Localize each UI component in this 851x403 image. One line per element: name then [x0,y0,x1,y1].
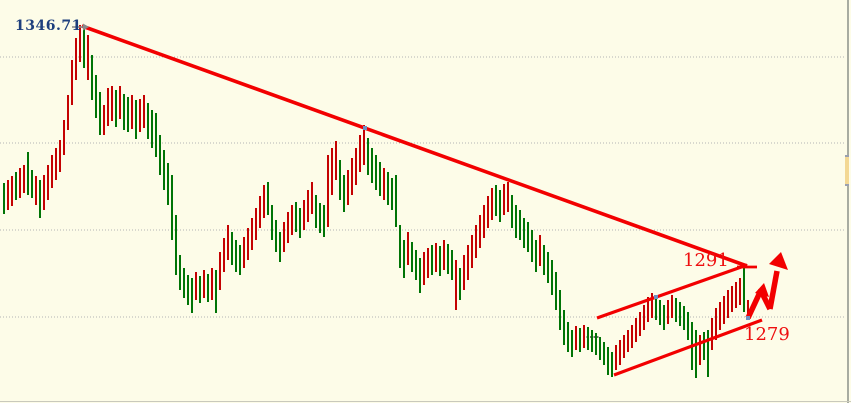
support-price-label: 1279 [744,324,790,345]
right-border [847,0,849,403]
channel-upper-line[interactable] [596,263,748,320]
breakout-arrow[interactable] [767,270,780,310]
drawing-handle[interactable] [746,316,750,320]
resistance-price-label: 1291 [683,250,729,271]
breakout-arrow-head-icon [769,252,788,270]
channel-lower-line[interactable] [613,318,763,377]
peak-pointer-arrow-icon [83,23,89,31]
drawing-handle[interactable] [363,126,367,130]
scrollbar-thumb[interactable] [845,155,849,186]
descending-trendline[interactable] [81,24,748,268]
breakout-arrow-head-icon [755,283,769,297]
drawing-handle[interactable] [654,295,658,299]
bottom-border [0,401,851,402]
peak-price-label: 1346.71 [15,18,82,34]
breakout-arrow[interactable] [745,288,764,320]
